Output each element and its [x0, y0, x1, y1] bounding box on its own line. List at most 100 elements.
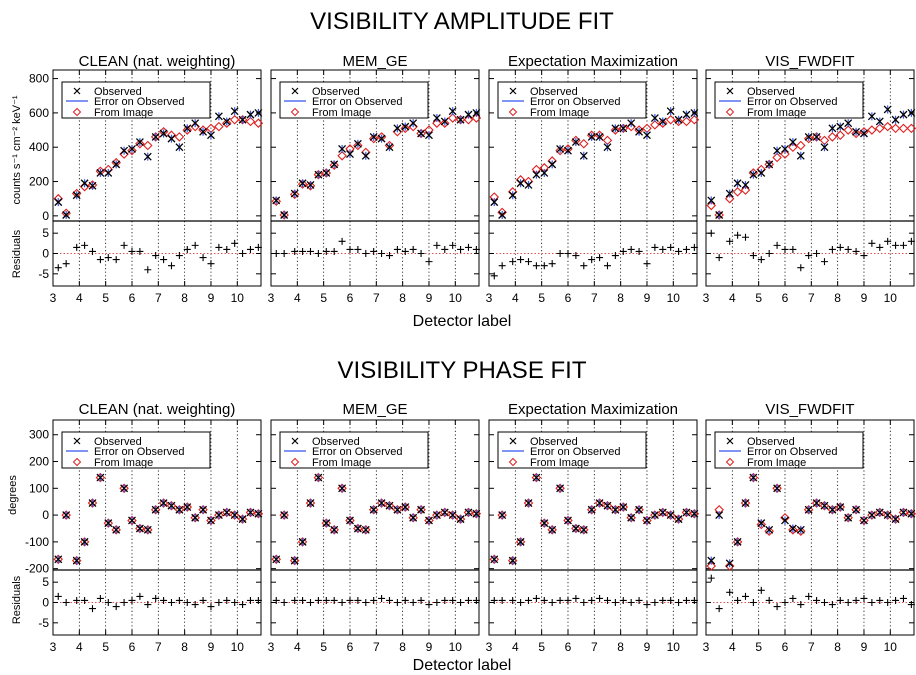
- observed-point: [875, 508, 884, 517]
- observed-point: [532, 170, 541, 179]
- y-tick-label: 0: [42, 209, 49, 223]
- residual-point: [96, 594, 104, 602]
- image-point: [780, 149, 790, 159]
- legend-label: From Image: [530, 457, 589, 469]
- observed-point: [595, 499, 604, 507]
- x-tick-label: 8: [181, 291, 188, 305]
- observed-point: [409, 513, 418, 522]
- image-point: [253, 118, 264, 128]
- image-point: [305, 181, 316, 191]
- residual-point: [509, 596, 517, 604]
- image-point: [673, 116, 684, 127]
- legend-observed-marker: [73, 437, 81, 445]
- residual-point: [322, 247, 330, 255]
- residual-point: [231, 239, 239, 247]
- observed-point: [773, 146, 782, 155]
- residual-point: [346, 596, 354, 604]
- residual-point: [272, 596, 280, 604]
- observed-point: [875, 117, 884, 126]
- y-tick-label: -200: [25, 562, 49, 576]
- observed-point: [298, 179, 307, 188]
- observed-point: [540, 519, 549, 528]
- x-tick-label: 8: [617, 640, 624, 654]
- image-point: [53, 554, 64, 565]
- x-tick-label: 9: [426, 640, 433, 654]
- residual-point: [291, 247, 299, 255]
- x-tick-label: 8: [617, 291, 624, 305]
- x-tick-label: 3: [268, 640, 275, 654]
- observed-point: [393, 124, 402, 133]
- residual-point: [338, 237, 346, 245]
- residual-point: [509, 258, 517, 266]
- residual-point: [773, 603, 781, 611]
- observed-point: [564, 516, 572, 525]
- residual-tick-label: 0: [42, 247, 49, 261]
- observed-point: [666, 107, 675, 116]
- observed-point: [385, 501, 394, 510]
- residual-point: [280, 250, 288, 257]
- observed-point: [338, 484, 347, 493]
- observed-point: [104, 519, 113, 528]
- residual-point: [540, 596, 548, 604]
- residual-point: [907, 601, 915, 609]
- observed-point: [448, 107, 457, 116]
- residual-point: [370, 247, 378, 255]
- residual-point: [876, 596, 884, 604]
- image-point: [819, 135, 830, 146]
- image-point: [471, 113, 482, 123]
- observed-point: [96, 168, 105, 177]
- residual-point: [62, 260, 70, 268]
- observed-point: [674, 515, 683, 524]
- image-point: [190, 512, 200, 523]
- observed-point: [62, 211, 71, 219]
- legend-box: [714, 81, 864, 119]
- residual-point: [757, 256, 765, 264]
- image-point: [906, 123, 916, 134]
- legend-label: Observed: [94, 86, 142, 98]
- x-tick-label: 6: [347, 291, 354, 305]
- observed-point: [548, 525, 557, 534]
- observed-point: [508, 556, 517, 565]
- observed-point: [104, 168, 113, 177]
- observed-point: [571, 138, 580, 147]
- residual-point: [254, 596, 262, 604]
- x-tick-label: 7: [808, 640, 815, 654]
- legend-image-marker: [72, 457, 82, 467]
- residual-point: [306, 599, 314, 606]
- image-point: [724, 561, 735, 571]
- x-tick-label: 6: [129, 640, 136, 654]
- residual-point: [385, 252, 393, 260]
- residual-point: [836, 596, 844, 604]
- image-point: [890, 123, 901, 134]
- x-tick-label: 5: [755, 640, 762, 654]
- residual-point: [144, 266, 152, 274]
- residual-point: [596, 594, 604, 602]
- residual-point: [254, 243, 262, 251]
- residual-point: [876, 243, 884, 251]
- image-point: [594, 498, 605, 508]
- image-point: [416, 128, 426, 139]
- observed-point: [456, 115, 465, 124]
- observed-point: [619, 503, 628, 512]
- observed-point: [891, 515, 900, 524]
- observed-point: [54, 555, 63, 564]
- image-point: [803, 133, 814, 144]
- observed-point: [757, 519, 766, 528]
- image-point: [439, 118, 450, 128]
- observed-point: [741, 499, 750, 507]
- x-tick-label: 7: [373, 640, 380, 654]
- image-point: [353, 140, 363, 151]
- x-tick-label: 10: [231, 291, 245, 305]
- residual-point: [532, 594, 540, 602]
- observed-point: [674, 115, 683, 124]
- image-point: [764, 526, 774, 536]
- observed-point: [741, 181, 750, 189]
- x-tick-label: 10: [449, 291, 463, 305]
- residual-point: [524, 258, 532, 266]
- residual-point: [160, 596, 168, 604]
- observed-point: [595, 132, 604, 141]
- residual-point: [354, 245, 362, 253]
- legend-image-marker: [290, 457, 300, 467]
